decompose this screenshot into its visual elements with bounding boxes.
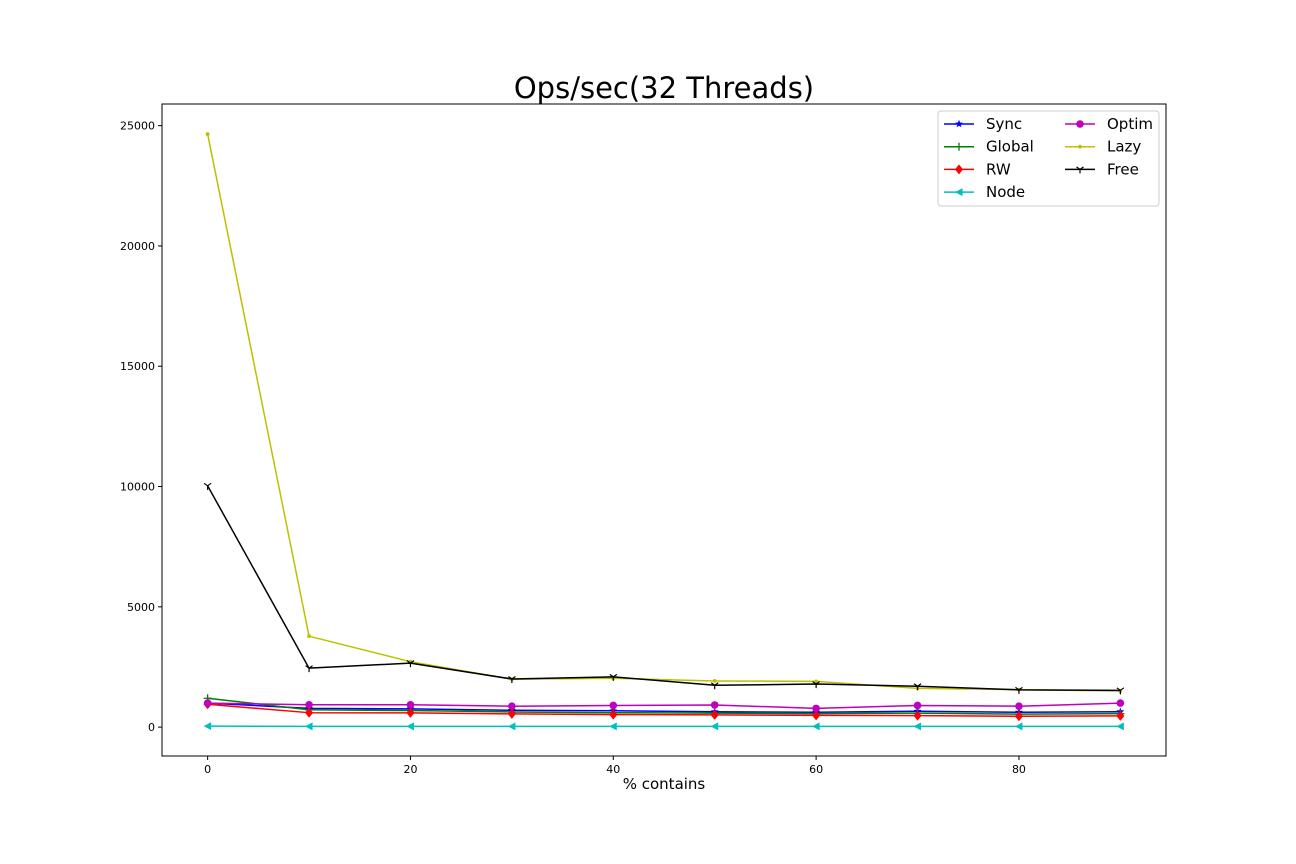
legend-entry-optim: Optim (1065, 115, 1153, 133)
chart-title: Ops/sec(32 Threads) (514, 71, 814, 105)
y-tick-label: 10000 (120, 481, 155, 494)
series-lazy (205, 132, 1123, 693)
legend-marker-node (955, 188, 963, 197)
y-tick-label: 0 (148, 721, 155, 734)
data-point-free (203, 482, 212, 490)
data-point-node (812, 722, 820, 731)
legend-box (937, 110, 1160, 207)
data-point-rw (406, 707, 415, 718)
data-point-node (609, 722, 617, 731)
series-layer (203, 132, 1125, 731)
data-point-free (406, 660, 415, 668)
y-tick-label: 15000 (120, 360, 155, 373)
series-line-free (206, 485, 1121, 692)
legend-label-rw: RW (986, 160, 1011, 178)
data-point-rw (913, 710, 922, 721)
data-point-lazy (712, 679, 717, 683)
y-tick-label: 25000 (120, 120, 155, 133)
series-free (203, 482, 1125, 695)
legend-marker-sync (955, 119, 963, 128)
data-point-node (507, 722, 516, 731)
data-point-optim (508, 702, 516, 710)
data-point-optim (812, 704, 820, 713)
data-point-rw (609, 709, 618, 720)
legend-entry-lazy: Lazy (1065, 138, 1141, 156)
plot-area-frame (161, 103, 1167, 757)
y-tick-label: 5000 (127, 601, 155, 614)
legend-label-optim: Optim (1107, 115, 1153, 133)
legend-label-global: Global (986, 138, 1034, 156)
x-tick-label: 20 (403, 763, 417, 776)
legend-marker-optim (1076, 120, 1084, 128)
series-line-global (207, 697, 1121, 715)
legend: Sync Global RW Node Optim Lazy Free (937, 110, 1160, 207)
x-tick-label: 80 (1012, 763, 1026, 776)
data-point-optim (406, 700, 415, 709)
data-point-free (508, 676, 516, 684)
x-tick-label: 60 (809, 763, 823, 776)
data-point-rw (812, 710, 821, 721)
data-point-rw (1116, 710, 1125, 721)
data-point-optim (710, 701, 719, 709)
series-node (203, 722, 1124, 731)
series-line-lazy (206, 133, 1121, 692)
data-point-node (203, 722, 212, 731)
legend-marker-global (955, 142, 963, 151)
data-point-rw (507, 708, 516, 719)
legend-entry-sync: Sync (944, 115, 1022, 133)
series-line-sync (207, 702, 1121, 713)
data-point-node (1014, 722, 1023, 731)
data-point-free (812, 681, 820, 689)
data-point-node (305, 722, 313, 731)
data-point-lazy (205, 132, 210, 136)
legend-entry-node: Node (944, 183, 1025, 201)
legend-label-lazy: Lazy (1107, 138, 1141, 156)
legend-label-sync: Sync (986, 115, 1022, 133)
data-point-free (609, 673, 618, 681)
data-point-optim (609, 701, 618, 710)
legend-entry-global: Global (944, 138, 1034, 156)
x-axis-label: % contains (623, 775, 706, 793)
series-line-optim (207, 702, 1121, 710)
legend-marker-lazy (1078, 144, 1082, 149)
data-point-rw (710, 709, 719, 720)
series-optim (203, 699, 1125, 713)
data-point-free (1116, 687, 1125, 695)
x-tick-label: 0 (204, 763, 211, 776)
series-line-rw (207, 703, 1121, 718)
y-axis-ticks: 0 5000 10000 15000 20000 25000 (120, 120, 162, 734)
data-point-rw (1014, 711, 1023, 722)
y-tick-label: 20000 (120, 240, 155, 253)
legend-entry-rw: RW (944, 160, 1011, 178)
data-point-node (913, 722, 922, 731)
data-point-optim (913, 701, 922, 710)
data-point-free (913, 683, 922, 691)
data-point-optim (305, 700, 313, 709)
data-point-optim (203, 699, 212, 707)
legend-marker-rw (955, 164, 963, 175)
x-tick-label: 40 (606, 763, 620, 776)
data-point-optim (1116, 699, 1125, 707)
legend-entry-free: Free (1065, 160, 1139, 178)
data-point-free (710, 682, 719, 690)
data-point-free (1015, 686, 1023, 694)
data-point-optim (1015, 702, 1023, 710)
data-point-free (305, 665, 313, 673)
x-axis-ticks: 0 20 40 60 80 (204, 756, 1026, 776)
data-point-lazy (307, 634, 311, 639)
data-point-rw (305, 707, 314, 718)
data-point-lazy (814, 679, 819, 684)
legend-label-free: Free (1107, 160, 1139, 178)
data-point-node (406, 722, 414, 731)
legend-label-node: Node (986, 183, 1025, 201)
data-point-node (710, 722, 719, 731)
legend-marker-free (1076, 166, 1084, 174)
data-point-node (1116, 722, 1124, 731)
